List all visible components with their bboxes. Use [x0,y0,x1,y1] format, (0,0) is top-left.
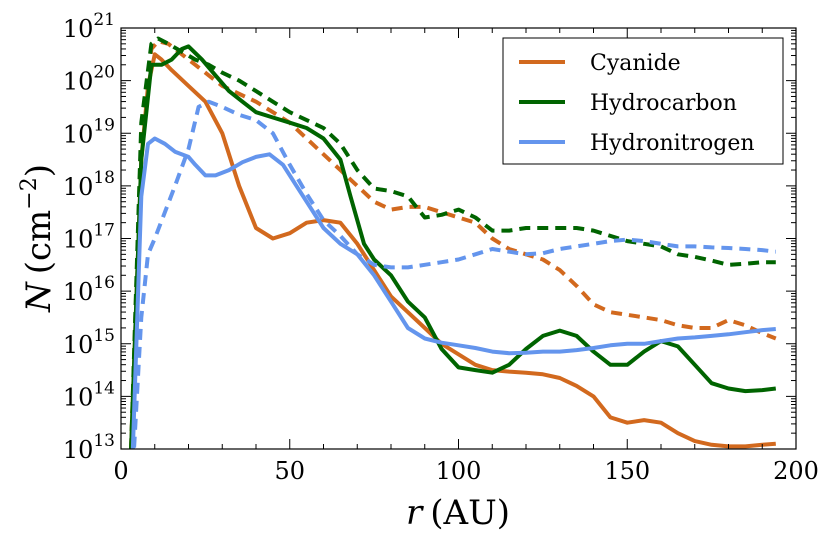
legend-label-cyanide: Cyanide [590,51,681,76]
y-tick-label: 1014 [63,378,115,411]
y-tick-base: 10 [63,331,94,359]
y-tick-exponent: 17 [93,221,115,241]
x-tick-label: 150 [604,457,650,485]
y-tick-label: 1021 [63,10,115,43]
y-tick-base: 10 [63,226,94,254]
series-hydronitrogen-dashed [132,99,777,449]
y-tick-exponent: 19 [93,115,115,135]
legend: Cyanide Hydrocarbon Hydronitrogen [502,37,784,165]
x-tick-label: 100 [436,457,482,485]
y-tick-exponent: 21 [93,10,115,30]
x-axis-unit: (AU) [430,493,510,533]
x-tick-label: 50 [274,457,305,485]
y-axis-unit-close: ) [19,164,59,177]
y-tick-label: 1018 [63,168,115,201]
x-tick-label: 200 [773,457,819,485]
y-tick-exponent: 14 [93,378,115,398]
y-tick-base: 10 [63,278,94,306]
y-axis-var: N [19,281,59,313]
series-layer [129,36,777,449]
y-tick-base: 10 [63,68,94,96]
tick-labels-layer: 0 50 100 150 2001013101410151016101710181019… [63,10,819,485]
legend-label-hydrocarbon: Hydrocarbon [590,91,737,116]
y-tick-label: 1017 [63,221,115,254]
x-axis-var: r [406,493,424,533]
y-tick-base: 10 [63,383,94,411]
series-hydronitrogen-solid [130,136,776,449]
y-tick-exponent: 13 [93,431,115,451]
y-tick-exponent: 16 [93,273,115,293]
y-tick-base: 10 [63,15,94,43]
legend-label-hydronitrogen: Hydronitrogen [590,131,755,156]
y-tick-base: 10 [63,173,94,201]
y-axis-unit-open: (cm [19,210,59,275]
y-tick-base: 10 [63,120,94,148]
series-hydrocarbon-dashed [129,36,776,449]
y-tick-label: 1020 [63,63,115,96]
y-tick-label: 1013 [63,431,115,464]
y-tick-label: 1019 [63,115,115,148]
y-tick-base: 10 [63,436,94,464]
x-axis-title: r (AU) [406,493,510,533]
y-tick-exponent: 15 [93,326,115,346]
y-tick-exponent: 18 [93,168,115,188]
ticks-layer [120,27,797,450]
y-axis-unit-exp: −2 [17,177,42,209]
y-tick-label: 1016 [63,273,115,306]
y-tick-exponent: 20 [93,63,115,83]
y-tick-label: 1015 [63,326,115,359]
series-cyanide-dashed [129,39,777,449]
x-tick-label: 0 [113,457,128,485]
y-axis-title: N (cm−2) [17,164,59,313]
